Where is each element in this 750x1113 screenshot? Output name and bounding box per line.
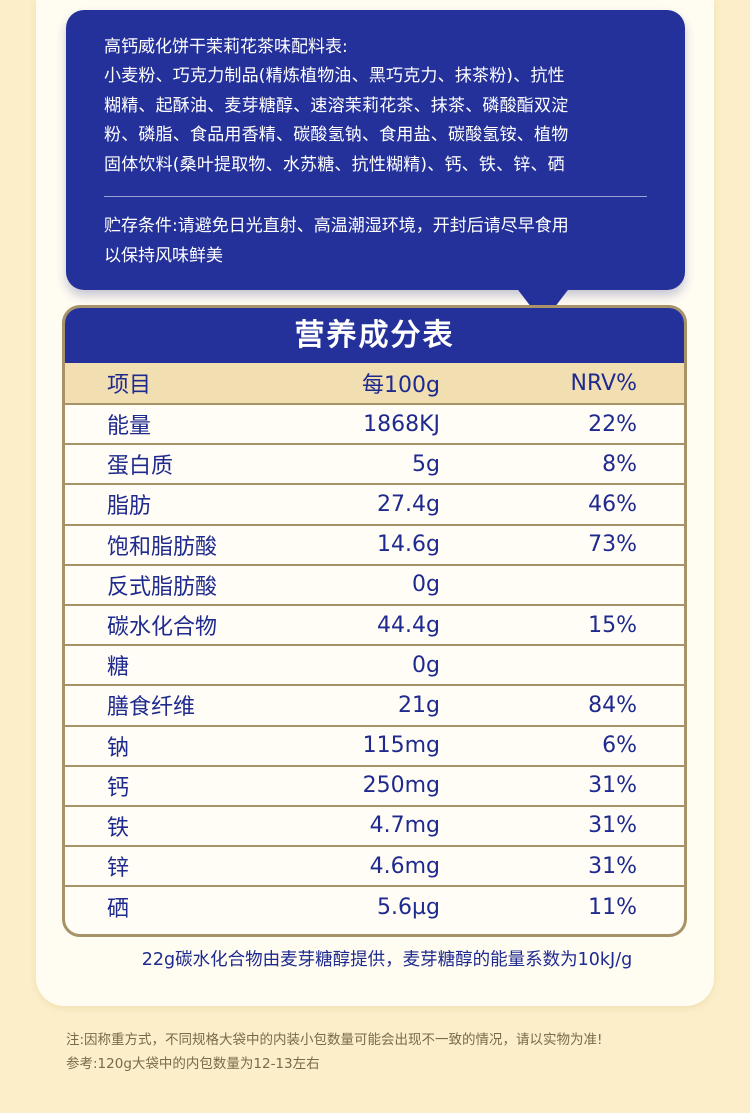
row-per100g: 250mg	[362, 773, 440, 799]
row-per100g: 44.4g	[377, 612, 440, 638]
row-nrv: 46%	[588, 491, 637, 517]
row-nrv: 31%	[588, 853, 637, 879]
row-item: 钠	[107, 735, 130, 761]
storage-line: 以保持风味鲜美	[104, 246, 223, 266]
row-item: 糖	[107, 655, 130, 681]
speech-pointer	[512, 282, 574, 319]
row-nrv: 22%	[588, 411, 637, 437]
row-per100g: 5g	[412, 451, 440, 477]
maltitol-footnote: 22g碳水化合物由麦芽糖醇提供，麦芽糖醇的能量系数为10kJ/g	[141, 950, 633, 970]
note-line: 注:因称重方式，不同规格大袋中的内装小包数量可能会出现不一致的情况，请以实物为准…	[66, 1032, 603, 1048]
row-item: 铁	[107, 815, 130, 841]
row-per100g: 1868KJ	[363, 411, 440, 437]
ingredients-list: 小麦粉、巧克力制品(精炼植物油、黑巧克力、抹茶粉)、抗性 糊精、起酥油、麦芽糖醇…	[104, 62, 647, 180]
table-row: 脂肪 27.4g 46%	[65, 485, 684, 526]
table-row: 饱和脂肪酸 14.6g 73%	[65, 526, 684, 566]
row-nrv: 15%	[588, 612, 637, 638]
row-per100g: 4.6mg	[369, 853, 440, 879]
row-per100g: 21g	[398, 692, 440, 718]
row-nrv: 8%	[602, 451, 637, 477]
nutrition-table: 营养成分表 项目 每100g NRV% 能量 1868KJ 22% 蛋白质 5g 8% 脂肪…	[62, 305, 687, 937]
row-per100g: 115mg	[362, 733, 440, 759]
row-item: 锌	[107, 856, 130, 882]
row-per100g: 0g	[412, 572, 440, 598]
row-item: 能量	[107, 414, 152, 440]
note-line: 参考:120g大袋中的内包数量为12-13左右	[66, 1056, 320, 1072]
table-row: 钠 115mg 6%	[65, 727, 684, 767]
table-row: 硒 5.6µg 11%	[65, 887, 684, 927]
table-row: 碳水化合物 44.4g 15%	[65, 606, 684, 647]
nutrition-rows: 能量 1868KJ 22% 蛋白质 5g 8% 脂肪 27.4g 46% 饱和脂肪酸 14.6g 73…	[65, 405, 684, 927]
row-item: 反式脂肪酸	[107, 574, 218, 600]
row-per100g: 14.6g	[377, 532, 440, 558]
ingredients-line: 糊精、起酥油、麦芽糖醇、速溶茉莉花茶、抹茶、磷酸酯双淀	[104, 95, 569, 116]
table-row: 反式脂肪酸 0g	[65, 566, 684, 606]
table-header-row: 项目 每100g NRV%	[65, 363, 684, 405]
row-item: 饱和脂肪酸	[107, 534, 218, 560]
table-row: 钙 250mg 31%	[65, 767, 684, 807]
row-per100g: 4.7mg	[369, 813, 440, 839]
ingredients-panel: 高钙威化饼干茉莉花茶味配料表: 小麦粉、巧克力制品(精炼植物油、黑巧克力、抹茶粉…	[66, 10, 685, 290]
header-nrv: NRV%	[570, 370, 638, 396]
header-item: 项目	[107, 373, 152, 398]
row-nrv: 11%	[588, 894, 637, 920]
table-row: 锌 4.6mg 31%	[65, 847, 684, 888]
ingredients-line: 固体饮料(桑叶提取物、水苏糖、抗性糊精)、钙、铁、锌、硒	[104, 154, 565, 175]
row-nrv: 31%	[588, 773, 637, 799]
row-item: 蛋白质	[107, 454, 174, 480]
row-per100g: 27.4g	[377, 491, 440, 517]
storage-conditions: 贮存条件:请避免日光直射、高温潮湿环境，开封后请尽早食用 以保持风味鲜美	[104, 211, 647, 271]
table-row: 能量 1868KJ 22%	[65, 405, 684, 446]
row-item: 脂肪	[107, 494, 152, 520]
row-nrv: 73%	[588, 532, 637, 558]
ingredients-line: 粉、磷脂、食品用香精、碳酸氢钠、食用盐、碳酸氢铵、植物	[104, 125, 569, 145]
ingredients-divider	[104, 196, 647, 197]
row-nrv: 6%	[602, 733, 637, 759]
table-row: 蛋白质 5g 8%	[65, 445, 684, 486]
row-item: 碳水化合物	[107, 615, 218, 641]
table-row: 膳食纤维 21g 84%	[65, 686, 684, 727]
table-row: 糖 0g	[65, 646, 684, 687]
row-per100g: 5.6µg	[377, 894, 440, 920]
row-nrv: 31%	[588, 813, 637, 839]
header-per100g: 每100g	[362, 373, 440, 398]
table-row: 铁 4.7mg 31%	[65, 807, 684, 848]
row-item: 钙	[107, 775, 130, 801]
notes-section: 注:因称重方式，不同规格大袋中的内装小包数量可能会出现不一致的情况，请以实物为准…	[66, 1028, 706, 1076]
storage-line: 贮存条件:请避免日光直射、高温潮湿环境，开封后请尽早食用	[104, 216, 569, 236]
row-per100g: 0g	[412, 652, 440, 678]
ingredients-line: 小麦粉、巧克力制品(精炼植物油、黑巧克力、抹茶粉)、抗性	[104, 66, 565, 86]
nutrition-table-title: 营养成分表	[65, 308, 684, 363]
row-item: 硒	[107, 897, 130, 923]
ingredients-title: 高钙威化饼干茉莉花茶味配料表:	[104, 37, 348, 57]
row-item: 膳食纤维	[107, 695, 196, 721]
row-nrv: 84%	[588, 692, 637, 718]
